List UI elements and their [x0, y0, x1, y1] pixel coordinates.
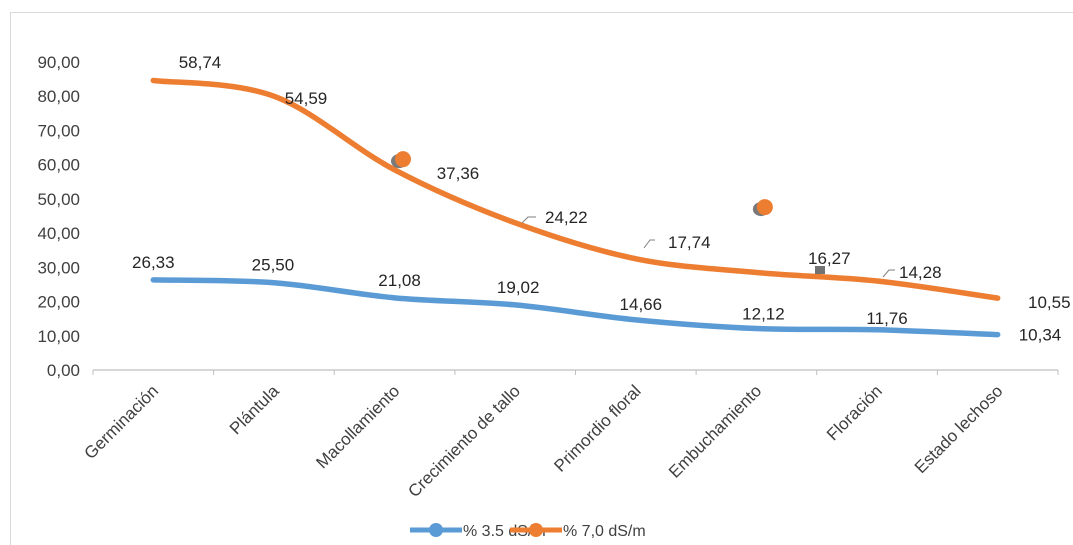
y-tick-label: 70,00 — [37, 121, 80, 140]
y-tick-label: 20,00 — [37, 293, 80, 312]
x-tick-label: Plántula — [226, 381, 283, 438]
leader-line — [521, 216, 536, 224]
data-label: 37,36 — [437, 164, 480, 183]
series-point-marker — [756, 199, 773, 216]
x-tick-label: Crecimiento de tallo — [404, 381, 524, 501]
legend-label: % 7,0 dS/m — [563, 523, 646, 540]
data-labels: 26,33 25,50 21,08 19,02 14,66 12,12 11,76 10,34… — [132, 53, 1071, 345]
y-tick-label: 0,00 — [47, 361, 80, 380]
leader-line — [643, 239, 655, 249]
series-line-1 — [150, 277, 1001, 338]
data-label: 54,59 — [285, 89, 328, 108]
x-tick-label: Floración — [823, 381, 886, 444]
data-label: 25,50 — [252, 256, 295, 275]
data-label: 19,02 — [497, 278, 540, 297]
data-label: 11,76 — [866, 309, 907, 328]
legend-label: % 3.5 dS/m — [463, 523, 546, 540]
y-tick-label: 90,00 — [37, 53, 80, 72]
y-tick-label: 50,00 — [37, 190, 80, 209]
legend-swatch-marker — [529, 523, 543, 537]
data-label: 10,34 — [1019, 326, 1062, 345]
data-label: 24,22 — [545, 208, 588, 227]
x-tick-label: Estado lechoso — [911, 381, 1007, 477]
data-label: 14,66 — [620, 295, 663, 314]
data-label: 16,27 — [808, 249, 851, 268]
y-axis-ticks: 0,00 10,00 20,00 30,00 40,00 50,00 60,00 70,00 8… — [37, 53, 80, 380]
series-point-marker — [395, 151, 412, 168]
series-line-2 — [150, 77, 1001, 301]
data-label: 21,08 — [378, 271, 421, 290]
legend-swatch-marker — [429, 523, 443, 537]
x-tick-label: Primordio floral — [550, 381, 644, 475]
x-axis-ticks: Germinación Plántula Macollamiento Crecimie… — [81, 381, 1007, 501]
legend: % 3.5 dS/m % 7,0 dS/m — [410, 523, 646, 540]
data-label: 58,74 — [179, 53, 222, 72]
y-tick-label: 80,00 — [37, 87, 80, 106]
y-tick-label: 10,00 — [37, 327, 80, 346]
chart-area — [10, 12, 1073, 545]
x-tick-label: Macollamiento — [312, 381, 403, 472]
data-label: 12,12 — [742, 305, 785, 324]
data-label: 10,55 — [1028, 293, 1071, 312]
y-tick-label: 30,00 — [37, 258, 80, 277]
x-tick-label: Embuchamiento — [665, 381, 765, 481]
data-label: 14,28 — [899, 263, 942, 282]
x-axis — [92, 369, 1059, 375]
y-tick-label: 40,00 — [37, 224, 80, 243]
data-label: 17,74 — [668, 233, 711, 252]
stray-markers — [391, 151, 773, 217]
y-tick-label: 60,00 — [37, 156, 80, 175]
series-layer — [150, 77, 1001, 338]
x-tick-label: Germinación — [81, 381, 163, 463]
data-label: 26,33 — [132, 253, 175, 272]
leader-line — [882, 269, 895, 278]
label-marker — [815, 266, 825, 274]
